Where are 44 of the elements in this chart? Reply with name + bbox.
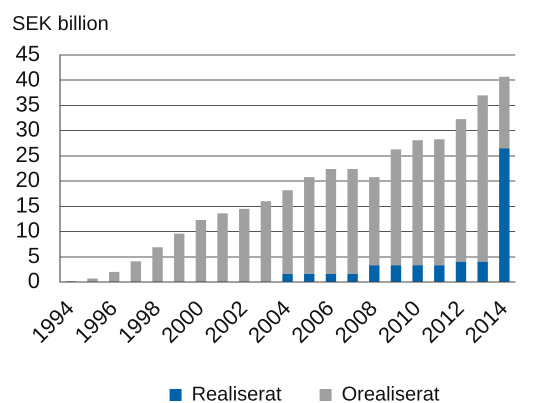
y-axis-title: SEK billion [12, 13, 109, 35]
bar [347, 169, 358, 274]
y-tick-label: 0 [28, 268, 40, 294]
bar [239, 208, 250, 282]
y-tick-label: 5 [28, 242, 40, 268]
y-tick-label: 35 [16, 92, 40, 117]
bar [412, 265, 423, 282]
bar [456, 262, 466, 282]
bar [326, 169, 336, 274]
bar [499, 148, 510, 282]
y-tick-label: 20 [16, 167, 40, 192]
bar [369, 177, 380, 266]
bar [499, 76, 510, 148]
bar [326, 274, 336, 282]
y-tick-label: 10 [16, 218, 40, 243]
bar [477, 262, 488, 282]
legend-label: Realiserat [192, 384, 282, 403]
y-tick-label: 30 [16, 116, 40, 142]
y-tick-label: 45 [16, 41, 40, 66]
y-tick-label: 25 [16, 142, 40, 167]
bar [304, 177, 314, 274]
bar [174, 234, 184, 282]
bar [347, 274, 358, 282]
bar [108, 272, 120, 282]
bar [434, 139, 445, 266]
bar [456, 119, 466, 262]
bar [217, 213, 228, 282]
bar [130, 261, 142, 282]
bar [152, 247, 163, 282]
bar [477, 95, 488, 262]
bar [282, 190, 293, 274]
legend-label: Orealiserat [342, 384, 440, 403]
bar [434, 265, 445, 282]
y-tick-label: 40 [16, 66, 40, 92]
bar [304, 274, 314, 282]
bar [282, 274, 293, 282]
bar [390, 149, 402, 266]
bar [412, 140, 423, 266]
bar [390, 265, 402, 282]
y-tick-label: 15 [16, 192, 40, 218]
bar [369, 265, 380, 282]
bar [260, 201, 272, 282]
bar [87, 278, 98, 282]
bar [196, 220, 206, 282]
